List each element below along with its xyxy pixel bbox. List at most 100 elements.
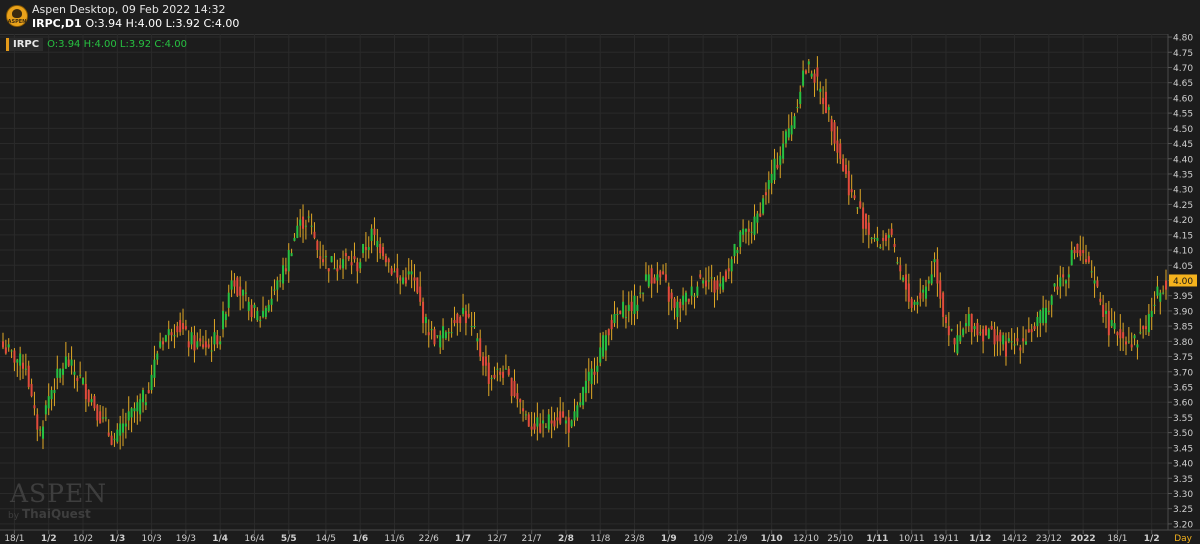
candle-body <box>88 390 90 402</box>
candle <box>836 126 838 163</box>
candle <box>333 253 335 269</box>
candle-body <box>145 402 147 405</box>
candle-body <box>159 341 161 347</box>
candle-body <box>922 290 924 293</box>
candle-body <box>422 302 424 323</box>
candle <box>1045 300 1047 333</box>
candle-body <box>1145 326 1147 329</box>
candle <box>662 264 664 274</box>
candle <box>262 297 264 319</box>
candle <box>951 329 953 332</box>
candle-body <box>293 238 295 241</box>
candle-body <box>768 180 770 189</box>
candle-body <box>459 317 461 323</box>
candle-body <box>1099 299 1101 302</box>
candle-body <box>545 427 547 428</box>
candle-body <box>528 414 530 426</box>
candle-body <box>33 405 35 408</box>
candle-body <box>811 74 813 77</box>
price-tick-label: 4.50 <box>1173 125 1193 135</box>
candle-body <box>602 335 604 356</box>
price-tick-label: 4.25 <box>1173 201 1193 211</box>
candle <box>533 412 535 433</box>
candle <box>942 291 944 327</box>
candle-body <box>508 369 510 375</box>
candle-body <box>1159 293 1161 302</box>
candle-body <box>193 335 195 350</box>
candle-body <box>288 250 290 271</box>
candle-body <box>934 259 936 262</box>
candle-body <box>116 430 118 442</box>
candle <box>579 393 581 407</box>
candle-body <box>431 329 433 330</box>
candle <box>22 354 24 379</box>
candle-body <box>1134 335 1136 338</box>
candle-body <box>128 411 130 420</box>
candle <box>222 302 224 338</box>
candle <box>256 307 258 322</box>
candle <box>442 318 444 350</box>
candle <box>711 265 713 292</box>
candle-body <box>802 71 804 86</box>
candle <box>108 419 110 437</box>
candle <box>188 330 190 356</box>
candle <box>316 240 318 258</box>
candle-body <box>936 259 938 283</box>
candle-body <box>942 293 944 317</box>
candle-body <box>208 344 210 347</box>
candle-body <box>173 335 175 336</box>
candle-body <box>222 311 224 329</box>
candle-body <box>968 314 970 326</box>
candle-body <box>1128 341 1130 342</box>
candle-body <box>356 262 358 271</box>
candle <box>876 227 878 247</box>
candle <box>128 396 130 430</box>
candle <box>1002 332 1004 350</box>
candle-body <box>93 396 95 408</box>
candle-body <box>582 387 584 405</box>
candle <box>33 392 35 416</box>
candle-body <box>588 372 590 381</box>
candle <box>1102 295 1104 323</box>
candle <box>856 207 858 214</box>
candle <box>871 237 873 244</box>
candle-body <box>862 207 864 228</box>
candle-body <box>213 332 215 344</box>
candle-body <box>1074 250 1076 253</box>
candle <box>668 283 670 316</box>
candle <box>479 330 481 361</box>
candle <box>56 356 58 390</box>
candle <box>85 371 87 412</box>
candle-body <box>45 405 47 414</box>
candle <box>488 355 490 396</box>
candle-body <box>705 280 707 286</box>
candle-body <box>674 299 676 308</box>
candle-body <box>202 344 204 347</box>
candle <box>1076 244 1078 258</box>
candle-body <box>959 335 961 341</box>
candle-body <box>548 414 550 429</box>
watermark-company: ThaiQuest <box>22 507 91 521</box>
candle <box>648 265 650 288</box>
candle-body <box>262 311 264 317</box>
candle-body <box>951 329 953 330</box>
candle <box>776 152 778 169</box>
price-tick-label: 3.45 <box>1173 444 1193 454</box>
candle <box>379 237 381 259</box>
candle-body <box>142 390 144 402</box>
candle <box>28 361 30 390</box>
candle-body <box>796 107 798 108</box>
candle <box>362 244 364 258</box>
candle-body <box>322 259 324 262</box>
candle-body <box>211 350 213 351</box>
candle-body <box>988 329 990 338</box>
candle-body <box>542 420 544 423</box>
candle <box>431 321 433 339</box>
price-tick-label: 3.40 <box>1173 460 1193 470</box>
candle <box>996 326 998 355</box>
candle-body <box>405 277 407 283</box>
candle <box>745 229 747 244</box>
candle-body <box>368 247 370 250</box>
candle <box>391 266 393 276</box>
